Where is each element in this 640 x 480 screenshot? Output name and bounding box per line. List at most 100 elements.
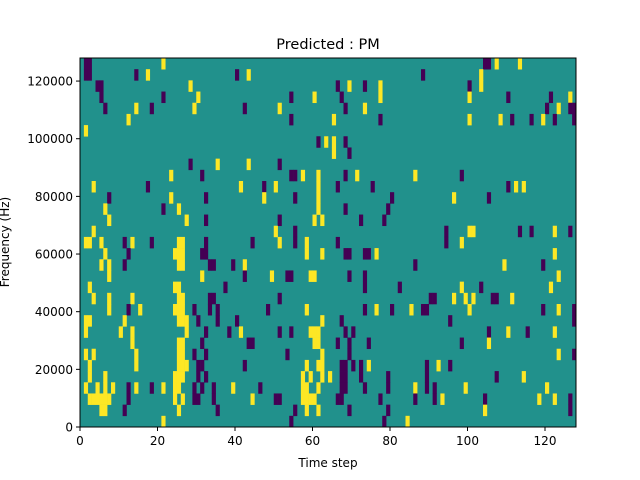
heatmap-cell-low xyxy=(366,337,371,350)
heatmap-cell-high xyxy=(103,248,108,260)
heatmap-cell-high xyxy=(328,371,333,383)
heatmap-cell-low xyxy=(362,304,368,316)
heatmap-cell-low xyxy=(242,270,247,282)
x-tick-label: 40 xyxy=(227,434,242,448)
heatmap-cell-low xyxy=(83,58,89,70)
heatmap-cell-low xyxy=(486,326,492,338)
heatmap-cell-high xyxy=(176,382,182,394)
heatmap-cell-low xyxy=(347,270,352,282)
heatmap-cell-low xyxy=(378,113,383,126)
heatmap-background xyxy=(80,58,576,427)
heatmap-cell-low xyxy=(196,315,201,327)
chart-title: Predicted : PM xyxy=(276,37,379,53)
heatmap-cell-low xyxy=(200,337,205,350)
heatmap-cell-high xyxy=(486,337,492,350)
heatmap-cell-low xyxy=(250,337,255,350)
heatmap-cell-high xyxy=(250,393,255,405)
heatmap-cell-high xyxy=(134,348,139,361)
heatmap-cell-high xyxy=(347,80,352,92)
heatmap-cell-low xyxy=(211,292,216,305)
heatmap-cell-high xyxy=(471,292,476,305)
heatmap-cell-high xyxy=(176,371,182,383)
heatmap-cell-high xyxy=(130,337,135,350)
heatmap-cell-low xyxy=(107,192,112,204)
heatmap-cell-high xyxy=(91,348,96,361)
heatmap-cell-high xyxy=(502,259,507,271)
heatmap-cell-high xyxy=(308,326,313,338)
heatmap-cell-high xyxy=(378,91,383,104)
heatmap-cell-low xyxy=(285,270,290,282)
heatmap-cell-low xyxy=(200,169,205,182)
heatmap-cell-high xyxy=(378,80,383,92)
heatmap-cell-low xyxy=(246,337,251,350)
heatmap-cell-high xyxy=(107,304,112,316)
heatmap-cell-low xyxy=(529,113,534,126)
heatmap-cell-high xyxy=(304,359,309,372)
heatmap-cell-high xyxy=(331,147,337,159)
heatmap-cell-high xyxy=(173,281,178,294)
heatmap-cell-low xyxy=(347,248,352,260)
heatmap-cell-low xyxy=(432,292,437,305)
heatmap-cell-high xyxy=(459,236,464,249)
heatmap-cell-low xyxy=(215,404,220,417)
heatmap-cell-high xyxy=(320,214,325,227)
heatmap-cell-high xyxy=(300,371,306,383)
heatmap-cell-high xyxy=(556,102,561,115)
heatmap-cell-low xyxy=(378,393,383,405)
heatmap-cell-low xyxy=(424,304,430,316)
heatmap-cell-high xyxy=(83,315,89,327)
x-tick-label: 0 xyxy=(76,434,84,448)
heatmap-cell-high xyxy=(316,404,321,417)
heatmap-cell-low xyxy=(149,102,154,115)
heatmap-cell-high xyxy=(107,259,112,271)
heatmap-cell-low xyxy=(335,80,340,92)
y-tick-label: 20000 xyxy=(35,363,73,377)
y-axis: 0 20000 40000 60000 80000 100000 120000 xyxy=(27,75,80,435)
heatmap-cell-low xyxy=(200,359,205,372)
heatmap-cell-low xyxy=(382,214,387,227)
heatmap-cell-low xyxy=(145,181,151,193)
heatmap-cell-high xyxy=(312,337,317,350)
heatmap-cell-low xyxy=(293,236,298,249)
heatmap-cell-low xyxy=(289,270,294,282)
heatmap-cell-high xyxy=(83,382,89,394)
heatmap-cell-low xyxy=(343,102,348,115)
heatmap-cell-high xyxy=(83,348,89,361)
heatmap-cell-high xyxy=(87,236,92,249)
heatmap-cell-low xyxy=(506,181,511,193)
heatmap-cell-low xyxy=(215,315,220,327)
heatmap-cell-high xyxy=(312,270,317,282)
heatmap-cell-low xyxy=(122,236,127,249)
heatmap-cell-low xyxy=(343,203,348,215)
x-axis: 0 20 40 60 80 100 120 xyxy=(76,427,556,448)
heatmap-cell-low xyxy=(161,91,166,104)
heatmap-cell-high xyxy=(316,337,321,350)
heatmap-cell-high xyxy=(176,304,182,316)
heatmap-cell-high xyxy=(331,113,337,126)
heatmap-cell-high xyxy=(548,281,554,294)
heatmap-cell-high xyxy=(300,393,306,405)
heatmap-cell-low xyxy=(359,214,364,227)
heatmap-cell-high xyxy=(463,292,468,305)
y-tick-label: 40000 xyxy=(35,305,73,319)
heatmap-cell-high xyxy=(552,248,557,260)
heatmap-cell-low xyxy=(568,102,573,115)
heatmap-cell-low xyxy=(211,382,216,394)
heatmap-cell-low xyxy=(448,315,453,327)
heatmap-cell-high xyxy=(176,337,182,350)
heatmap-cell-high xyxy=(145,69,151,81)
heatmap-cell-low xyxy=(192,304,197,316)
heatmap-cell-high xyxy=(545,382,550,394)
heatmap-cell-high xyxy=(316,169,321,182)
heatmap-cell-high xyxy=(452,192,457,204)
heatmap-cell-low xyxy=(347,147,352,159)
heatmap-cell-high xyxy=(176,281,182,294)
heatmap-cell-high xyxy=(130,236,135,249)
heatmap-cell-low xyxy=(122,259,127,271)
heatmap-cell-low xyxy=(231,259,236,271)
heatmap-cell-low xyxy=(483,393,488,405)
heatmap-cell-high xyxy=(87,281,92,294)
heatmap-cell-low xyxy=(204,248,209,260)
heatmap-cell-high xyxy=(180,393,185,405)
